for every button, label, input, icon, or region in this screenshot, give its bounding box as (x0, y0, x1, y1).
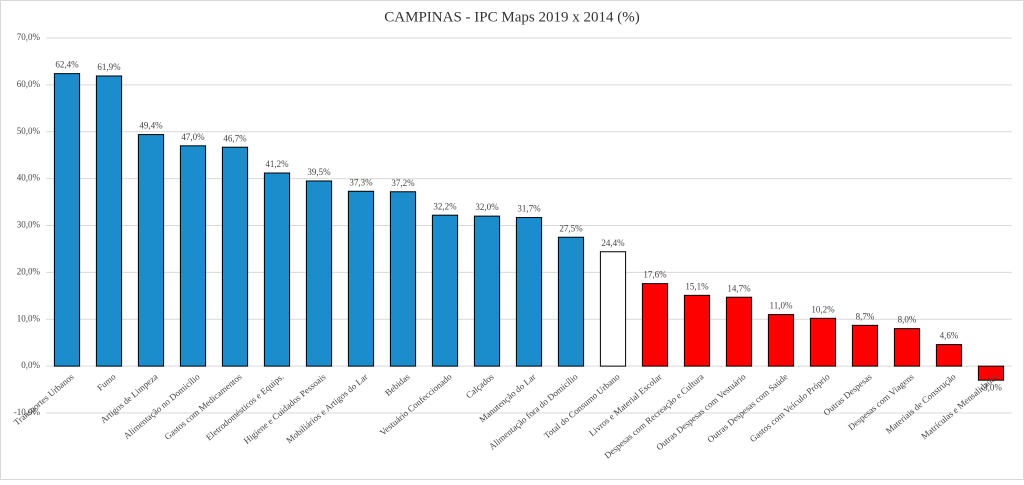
value-label: 31,7% (517, 204, 541, 214)
value-label: 14,7% (727, 283, 751, 293)
value-label: 39,5% (307, 167, 331, 177)
value-label: 4,6% (940, 331, 959, 341)
bar (557, 236, 585, 367)
y-tick-label: 0,0% (21, 360, 40, 370)
value-label: 32,0% (475, 202, 499, 212)
bar (767, 314, 795, 367)
bar (347, 190, 375, 367)
value-label: 8,0% (898, 315, 917, 325)
bar (935, 344, 963, 367)
value-label: 61,9% (97, 62, 121, 72)
chart-title: CAMPINAS - IPC Maps 2019 x 2014 (%) (384, 9, 639, 25)
value-label: 15,1% (685, 281, 709, 291)
value-label: 49,4% (139, 121, 163, 131)
bar (893, 328, 921, 367)
bar (95, 75, 123, 367)
y-tick-label: -10,0% (14, 407, 41, 417)
value-label: 10,2% (811, 304, 835, 314)
bar (179, 145, 207, 367)
value-label: 27,5% (559, 223, 583, 233)
value-label: -3,0% (980, 382, 1002, 392)
y-tick-label: 50,0% (17, 126, 41, 136)
bar (389, 191, 417, 367)
bar (599, 251, 627, 367)
bar (515, 217, 543, 367)
value-label: 17,6% (643, 270, 667, 280)
value-label: 41,2% (265, 159, 289, 169)
bar (431, 214, 459, 367)
bar (683, 294, 711, 367)
bar (725, 296, 753, 367)
bar (641, 283, 669, 367)
y-tick-label: 20,0% (17, 266, 41, 276)
y-tick-label: 60,0% (17, 79, 41, 89)
value-label: 11,0% (770, 301, 793, 311)
y-tick-label: 30,0% (17, 220, 41, 230)
bar (305, 180, 333, 367)
y-tick-label: 40,0% (17, 173, 41, 183)
y-tick-label: 10,0% (17, 313, 41, 323)
value-label: 47,0% (181, 132, 205, 142)
bar (53, 73, 81, 367)
bar (851, 324, 879, 367)
value-label: 37,2% (391, 178, 415, 188)
bar (809, 317, 837, 367)
bar (221, 146, 249, 367)
value-label: 24,4% (601, 238, 625, 248)
bar (473, 215, 501, 367)
value-label: 62,4% (55, 60, 79, 70)
value-label: 32,2% (433, 201, 457, 211)
bar (137, 134, 165, 367)
y-tick-label: 70,0% (17, 32, 41, 42)
bar (263, 172, 291, 367)
bar (977, 365, 1005, 381)
value-label: 8,7% (856, 311, 875, 321)
value-label: 37,3% (349, 177, 373, 187)
value-label: 46,7% (223, 133, 247, 143)
